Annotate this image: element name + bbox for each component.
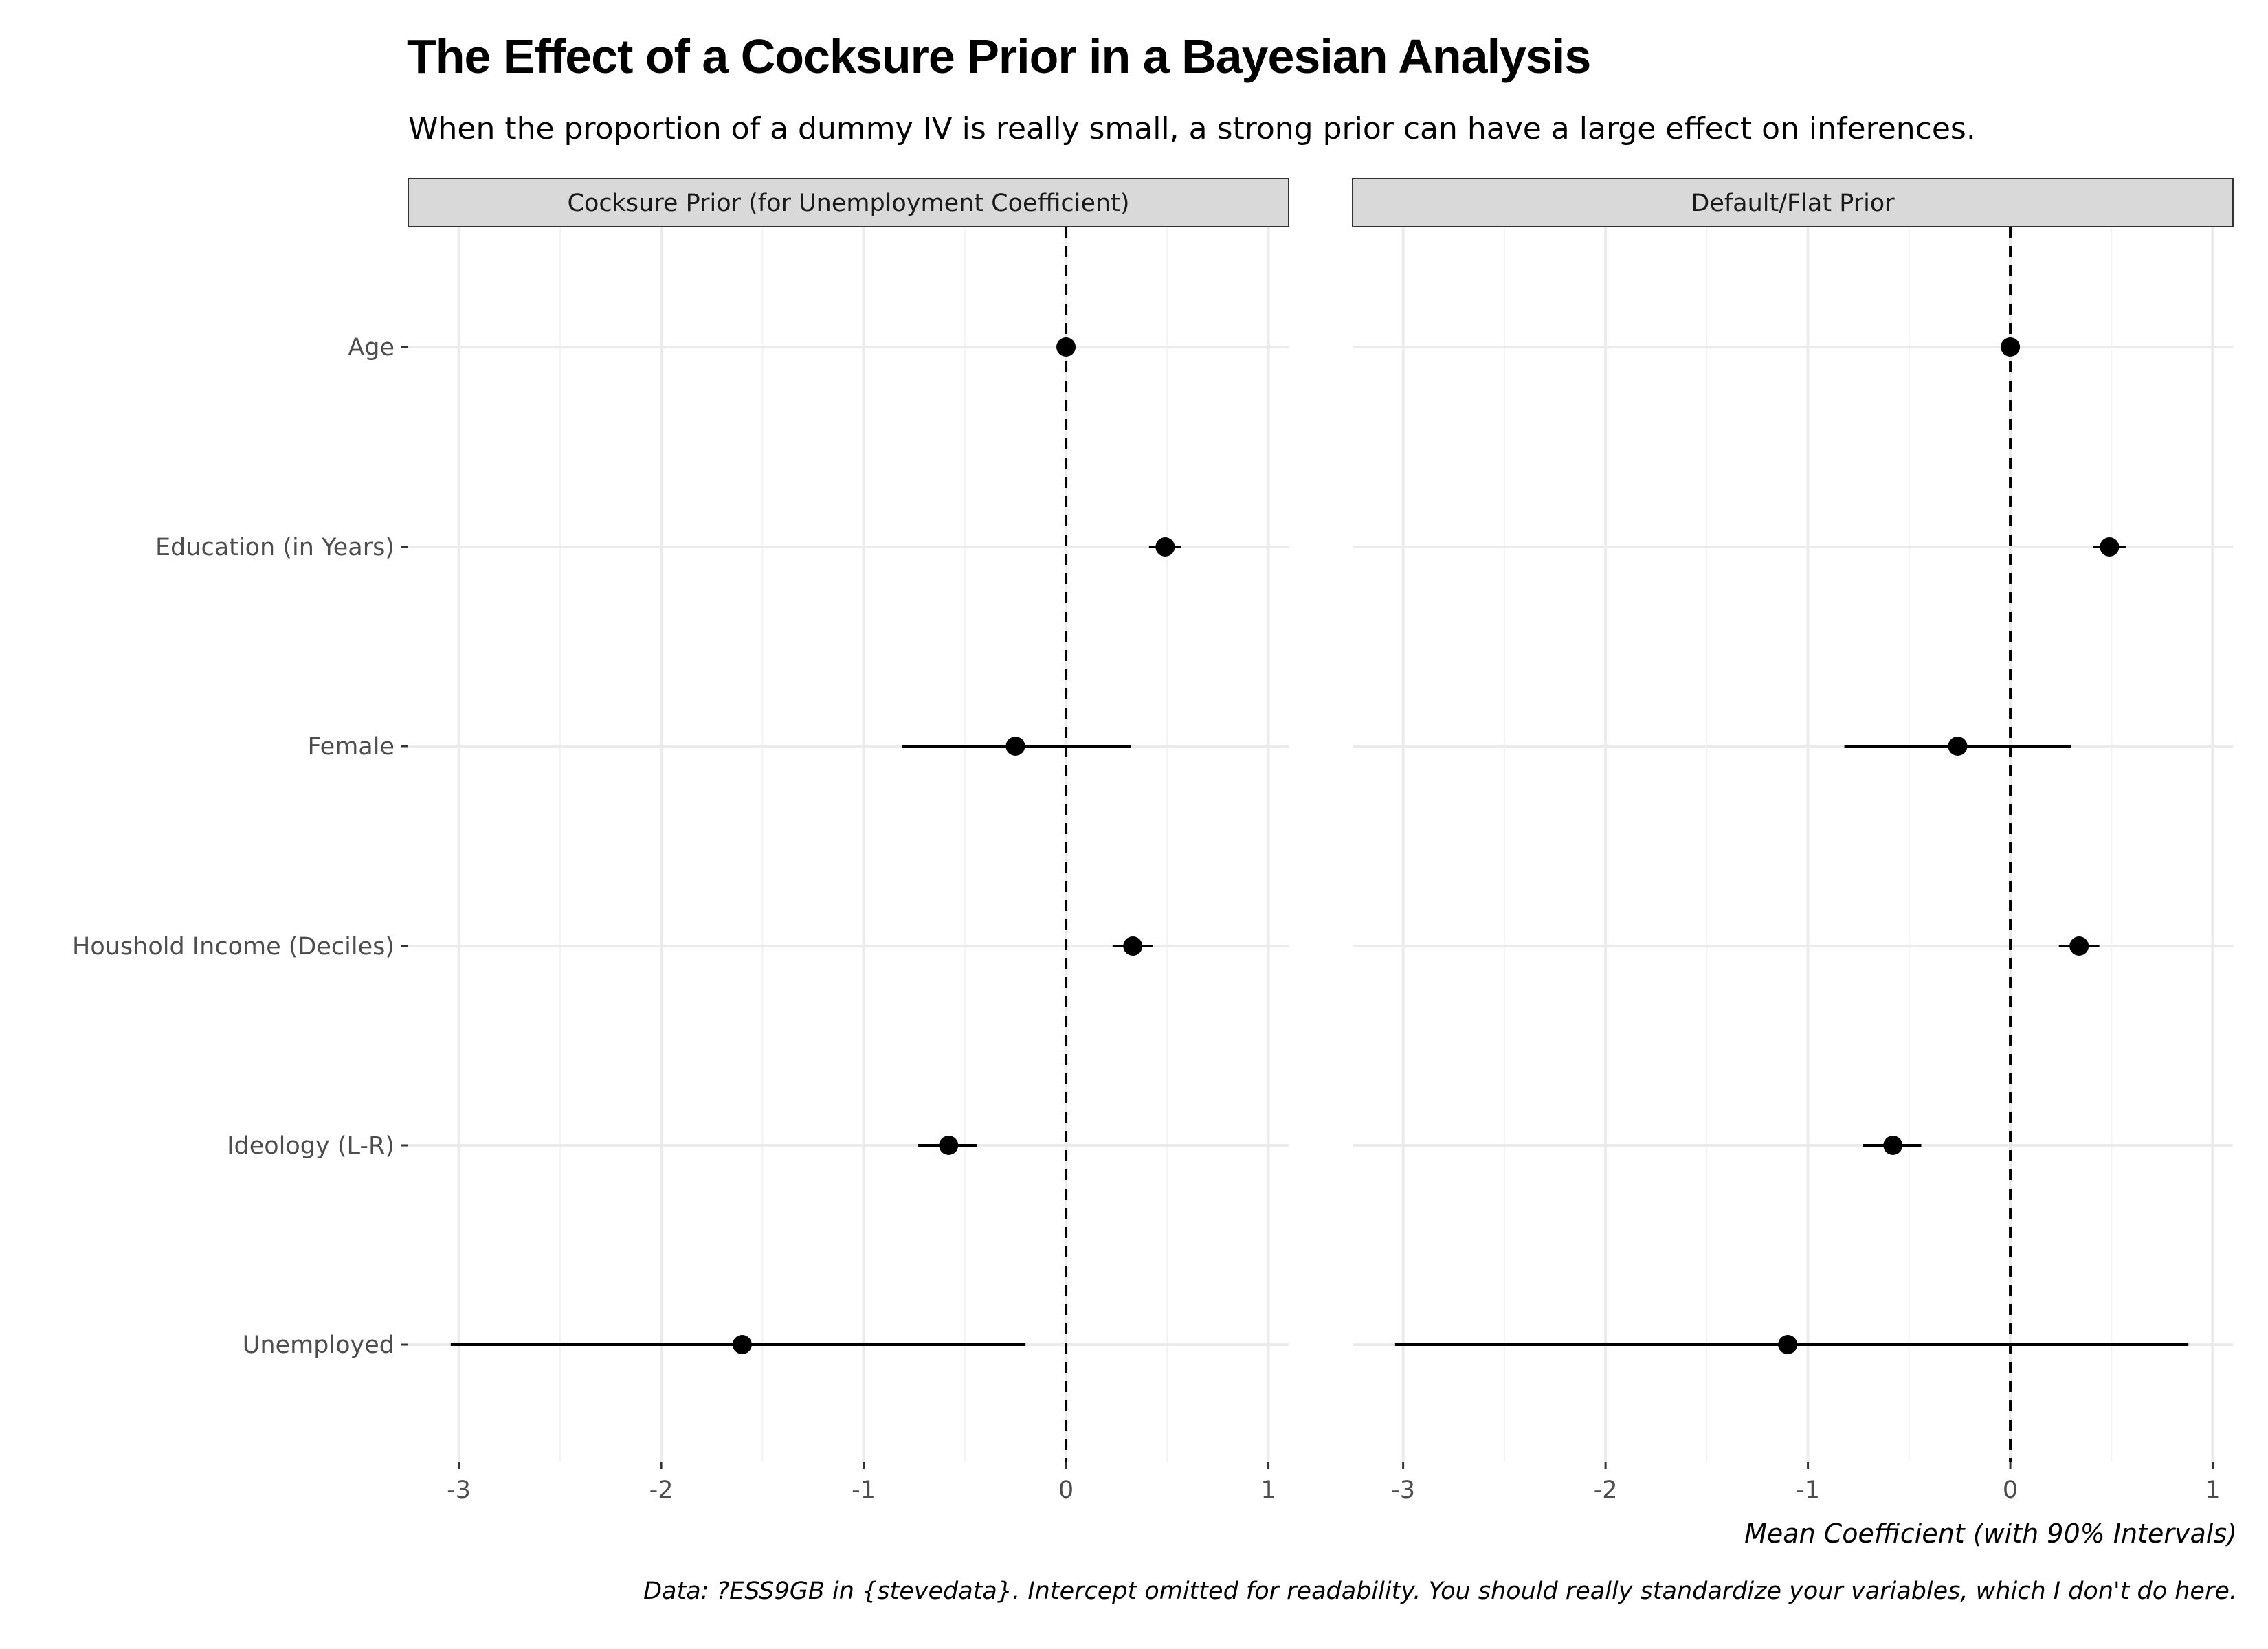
estimate-point	[2100, 537, 2120, 557]
estimate-point	[2001, 337, 2021, 357]
estimate-point	[1778, 1335, 1798, 1354]
y-tick-label: Unemployed	[243, 1332, 394, 1359]
x-tick-label: 1	[2205, 1477, 2220, 1504]
chart-caption: Data: ?ESS9GB in {stevedata}. Intercept …	[643, 1578, 2237, 1605]
x-tick-label: 1	[1260, 1477, 1276, 1504]
y-tick-label: Age	[348, 334, 394, 361]
estimate-point	[1056, 337, 1076, 357]
x-tick-label: -2	[1594, 1477, 1618, 1504]
estimate-point	[1948, 737, 1968, 756]
x-tick-label: -3	[1391, 1477, 1415, 1504]
estimate-point	[1123, 936, 1143, 956]
y-tick-label: Ideology (L-R)	[227, 1132, 394, 1160]
estimate-point	[732, 1335, 752, 1354]
x-axis-label: Mean Coefficient (with 90% Intervals)	[1744, 1518, 2237, 1549]
facet-strip	[408, 178, 1289, 227]
x-tick-label: 0	[1058, 1477, 1074, 1504]
x-tick-label: -3	[447, 1477, 471, 1504]
facet-strip	[1352, 178, 2234, 227]
estimate-point	[1005, 737, 1025, 756]
y-tick-label: Female	[307, 733, 394, 761]
estimate-point	[2069, 936, 2089, 956]
estimate-point	[1883, 1136, 1903, 1155]
x-tick-label: -2	[649, 1477, 674, 1504]
x-tick-label: 0	[2003, 1477, 2018, 1504]
y-tick-label: Education (in Years)	[155, 534, 394, 561]
facet-strip-label: Cocksure Prior (for Unemployment Coeffic…	[568, 190, 1130, 217]
x-tick-label: -1	[1796, 1477, 1820, 1504]
estimate-point	[939, 1136, 959, 1155]
chart-title: The Effect of a Cocksure Prior in a Baye…	[407, 30, 1591, 83]
facet-strip-label: Default/Flat Prior	[1691, 190, 1895, 217]
x-tick-label: -1	[852, 1477, 876, 1504]
chart-subtitle: When the proportion of a dummy IV is rea…	[408, 111, 1976, 146]
estimate-point	[1155, 537, 1175, 557]
y-tick-label: Houshold Income (Deciles)	[72, 933, 394, 961]
